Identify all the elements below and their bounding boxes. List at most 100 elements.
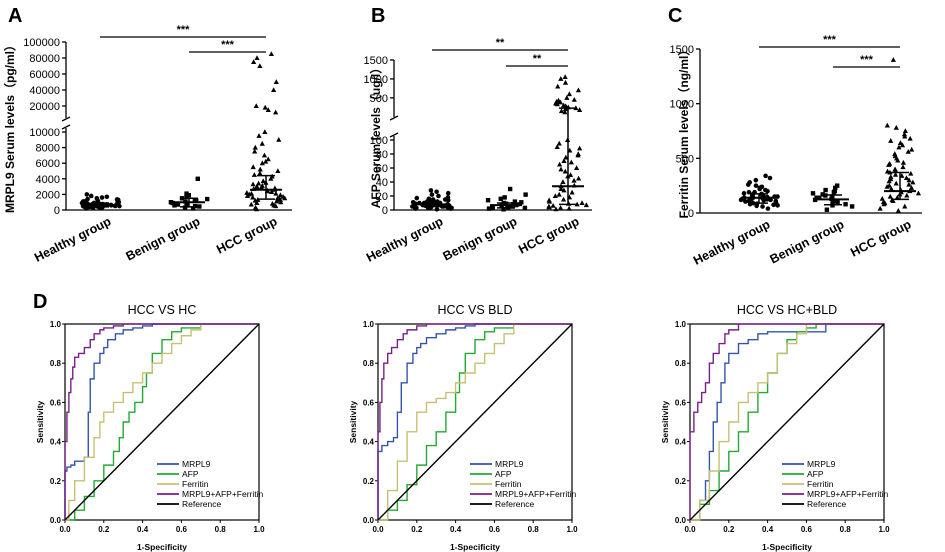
significance-label: *** <box>860 54 874 66</box>
data-point <box>445 190 451 196</box>
data-point <box>85 196 90 202</box>
y-tick-label: 500 <box>370 93 388 105</box>
data-point <box>275 168 281 173</box>
data-point <box>486 206 492 211</box>
data-point <box>261 152 268 158</box>
data-point <box>94 196 100 201</box>
data-point <box>563 154 569 160</box>
data-point <box>190 206 196 211</box>
data-point <box>892 167 899 173</box>
data-point <box>879 195 885 201</box>
data-point <box>99 195 105 200</box>
data-point <box>558 186 564 191</box>
y-tick-label: 500 <box>676 153 694 165</box>
axis-break-mark <box>61 116 71 122</box>
data-point <box>576 107 583 112</box>
roc-curve-reference <box>64 323 260 521</box>
x-tick-label: 1.0 <box>253 525 265 534</box>
data-point <box>890 198 896 203</box>
data-point <box>574 201 580 207</box>
roc-curve-ferritin <box>378 323 572 521</box>
x-category-label: Benign group <box>124 214 203 264</box>
data-point <box>442 197 448 202</box>
data-point <box>884 122 890 128</box>
data-point <box>257 63 263 68</box>
data-point <box>571 96 577 102</box>
y-tick-label: 0.4 <box>363 438 375 447</box>
data-point <box>902 203 908 209</box>
data-point <box>820 192 825 197</box>
data-point <box>908 185 915 190</box>
y-tick-label: 1.0 <box>50 320 62 329</box>
data-point <box>557 161 563 167</box>
data-point <box>186 192 192 198</box>
y-tick-label: 0.6 <box>50 398 62 407</box>
data-point <box>577 145 583 151</box>
roc-curve-mrpl9-afp-ferritin <box>64 323 259 520</box>
data-point <box>251 59 257 64</box>
x-category-label: HCC group <box>214 214 279 257</box>
data-point <box>436 193 441 199</box>
x-tick-label: 0.2 <box>411 525 423 534</box>
data-point <box>900 159 906 165</box>
x-tick-label: 1.0 <box>566 525 578 534</box>
legend-label: AFP <box>495 469 512 479</box>
data-point <box>579 200 585 205</box>
y-tick-label: 8000 <box>36 143 60 155</box>
data-point <box>428 188 434 193</box>
data-point <box>843 202 848 207</box>
data-point <box>253 103 259 108</box>
data-point <box>893 124 899 130</box>
data-point <box>894 194 900 200</box>
x-tick-label: 0.8 <box>528 525 540 534</box>
data-point <box>747 180 752 185</box>
x-tick-label: 0.8 <box>840 525 852 534</box>
data-point <box>275 195 281 201</box>
data-point <box>906 181 912 187</box>
data-point <box>765 206 771 211</box>
data-point <box>902 128 908 133</box>
data-point <box>490 205 495 211</box>
y-tick-label: 0.0 <box>363 516 375 525</box>
data-point <box>558 166 564 172</box>
data-point <box>88 193 94 199</box>
x-tick-label: 0.6 <box>801 525 813 534</box>
data-point <box>265 156 271 162</box>
data-point <box>905 148 911 154</box>
data-point <box>566 91 572 97</box>
legend-label: MRPL9 <box>182 459 211 469</box>
data-point <box>890 57 896 62</box>
data-point <box>564 95 570 100</box>
data-point <box>269 200 276 206</box>
roc-curve-reference <box>689 323 885 521</box>
legend-label: MRPL9 <box>807 459 836 469</box>
legend-label: AFP <box>807 469 824 479</box>
data-point <box>252 204 259 210</box>
data-point <box>507 186 513 192</box>
roc-panel: HCC VS BLD 0.00.0 0.2 0.2 0.4 0.4 0.6 0.6 0.8 0.8… <box>348 303 578 552</box>
data-point <box>552 193 558 198</box>
roc-curve-afp <box>690 323 884 521</box>
data-point <box>273 190 279 196</box>
data-point <box>882 200 888 206</box>
data-point <box>760 204 765 209</box>
data-point <box>915 190 922 196</box>
data-point <box>114 197 120 202</box>
data-point <box>553 206 559 212</box>
data-point <box>888 138 894 143</box>
roc-curve-mrpl9 <box>64 323 259 520</box>
y-tick-label: 20000 <box>29 101 60 113</box>
data-point <box>743 199 748 204</box>
data-point <box>814 195 819 200</box>
data-point <box>254 184 260 190</box>
y-tick-label: 100000 <box>23 37 60 49</box>
data-point <box>502 195 507 200</box>
data-point <box>273 79 279 84</box>
data-point <box>184 203 189 208</box>
data-point <box>810 191 816 196</box>
data-point <box>560 179 566 184</box>
data-point <box>512 199 518 204</box>
y-tick-label: 0.8 <box>50 359 62 368</box>
data-point <box>561 187 567 193</box>
x-category-label: HCC group <box>848 217 913 260</box>
